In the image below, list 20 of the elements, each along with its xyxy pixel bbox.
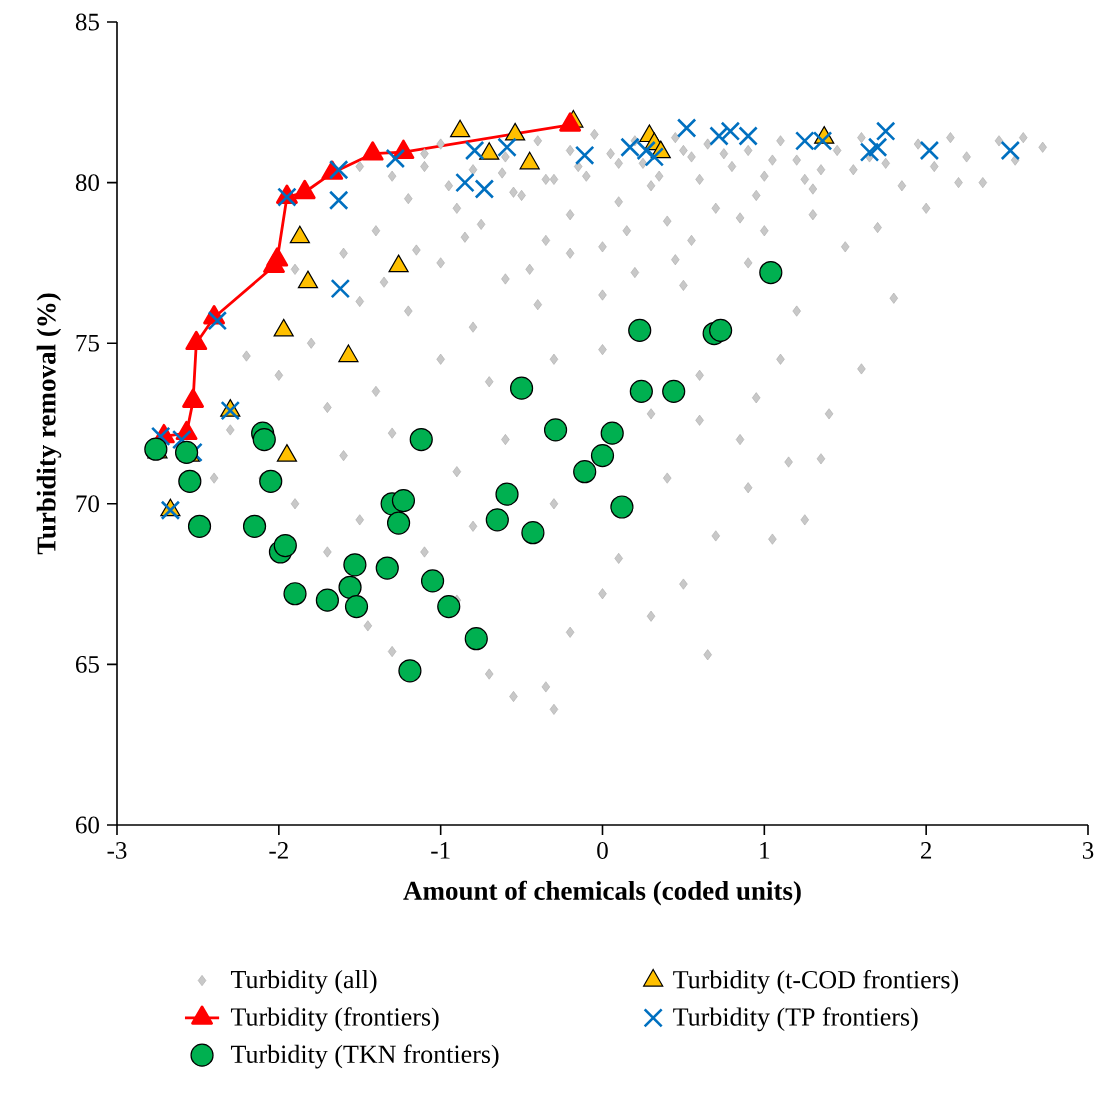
x-tick-label: 2 xyxy=(921,842,932,859)
legend-label: Turbidity (t-COD frontiers) xyxy=(673,969,959,994)
y-axis-title: Turbidity removal (%) xyxy=(36,293,62,555)
y-tick-label: 70 xyxy=(76,495,99,513)
legend-label: Turbidity (frontiers) xyxy=(230,1007,439,1032)
x-tick-label: 3 xyxy=(1082,842,1094,859)
x-tick-label: -1 xyxy=(431,842,450,859)
y-tick-label: 75 xyxy=(76,334,99,352)
y-tick-label: 80 xyxy=(75,174,99,192)
legend-label: Turbidity (TKN frontiers) xyxy=(230,1044,499,1069)
x-tick-label: -3 xyxy=(107,842,127,859)
legend-label: Turbidity (TP frontiers) xyxy=(673,1007,918,1032)
y-tick-label: 65 xyxy=(76,655,99,673)
y-tick-label: 85 xyxy=(75,13,99,31)
x-tick-label: 1 xyxy=(760,842,770,859)
legend-label: Turbidity (all) xyxy=(230,970,377,994)
x-tick-label: 0 xyxy=(597,842,608,859)
x-axis-title: Amount of chemicals (coded units) xyxy=(403,880,801,906)
x-tick-label: -2 xyxy=(269,842,288,859)
y-tick-label: 60 xyxy=(76,816,99,834)
